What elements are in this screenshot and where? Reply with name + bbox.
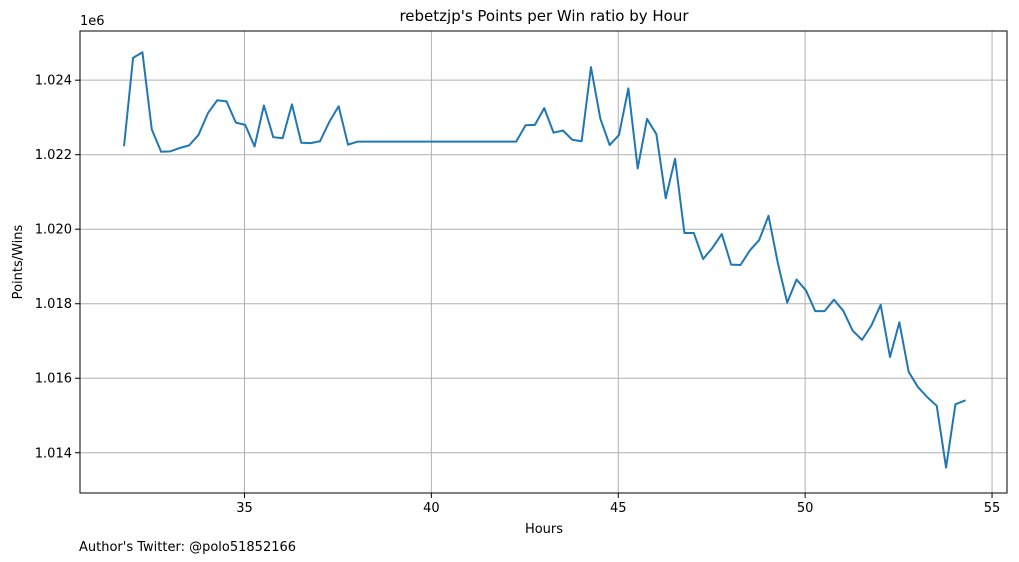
x-tick-label: 50	[797, 501, 814, 516]
series-line	[123, 51, 966, 469]
x-axis-label: Hours	[525, 522, 563, 537]
author-twitter-credit: Author's Twitter: @polo51852166	[79, 540, 296, 555]
x-axis-ticks: 35 40 45 50 55	[236, 493, 1000, 516]
y-tick-label: 1.018	[35, 297, 72, 312]
grid-lines	[80, 31, 1007, 493]
y-axis-offset-label: 1e6	[80, 14, 105, 29]
x-tick-label: 40	[423, 501, 440, 516]
y-tick-label: 1.024	[35, 74, 72, 89]
chart-title: rebetzjp's Points per Win ratio by Hour	[399, 7, 689, 25]
y-axis-ticks: 1.014 1.016 1.018 1.020 1.022 1.024	[35, 74, 80, 461]
x-tick-label: 35	[236, 501, 253, 516]
y-tick-label: 1.014	[35, 446, 72, 461]
plot-frame	[79, 30, 1008, 494]
y-tick-label: 1.016	[35, 372, 72, 387]
y-tick-label: 1.020	[35, 223, 72, 238]
y-axis-label: Points/Wins	[11, 224, 26, 299]
x-tick-label: 45	[610, 501, 627, 516]
y-tick-label: 1.022	[35, 148, 72, 163]
x-tick-label: 55	[984, 501, 1001, 516]
